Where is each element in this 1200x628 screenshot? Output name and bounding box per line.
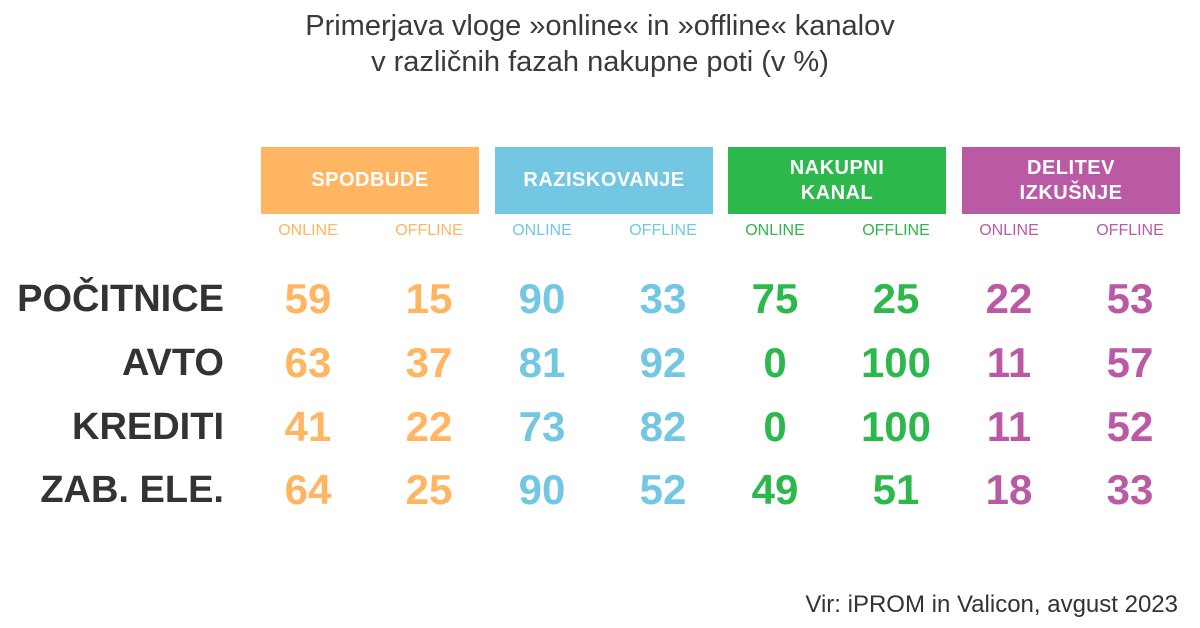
- value-cell: 22: [985, 275, 1033, 322]
- group-header-2: NAKUPNI KANAL: [728, 147, 946, 214]
- subheader-2-offline: OFFLINE: [862, 222, 930, 239]
- subheader-1-offline: OFFLINE: [629, 222, 697, 239]
- row-label-2: KREDITI: [72, 406, 224, 448]
- subheader-2-online: ONLINE: [745, 222, 805, 239]
- value-cell: 11: [986, 403, 1032, 450]
- value-cell: 18: [985, 466, 1033, 513]
- source-note: Vir: iPROM in Valicon, avgust 2023: [805, 591, 1178, 618]
- row-label-1: AVTO: [121, 342, 224, 384]
- value-cell: 41: [284, 403, 332, 450]
- value-cell: 52: [639, 466, 687, 513]
- chart-title-line-1: Primerjava vloge »online« in »offline« k…: [305, 10, 895, 42]
- row-label-3: ZAB. ELE.: [40, 469, 224, 511]
- value-cell: 25: [872, 275, 920, 322]
- value-cell: 52: [1106, 403, 1154, 450]
- row-label-0: POČITNICE: [17, 278, 224, 320]
- value-cell: 33: [639, 275, 687, 322]
- value-cell: 53: [1106, 275, 1154, 322]
- subheader-0-online: ONLINE: [278, 222, 338, 239]
- value-cell: 92: [639, 339, 687, 386]
- value-cell: 59: [284, 275, 332, 322]
- value-cell: 64: [284, 466, 332, 513]
- chart-title-line-2: v različnih fazah nakupne poti (v %): [371, 46, 829, 78]
- value-cell: 51: [872, 466, 920, 513]
- value-cell: 22: [405, 403, 453, 450]
- value-cell: 0: [763, 339, 787, 386]
- value-cell: 15: [405, 275, 453, 322]
- subheader-1-online: ONLINE: [512, 222, 572, 239]
- value-cell: 73: [518, 403, 566, 450]
- value-cell: 57: [1106, 339, 1154, 386]
- value-cell: 37: [405, 339, 453, 386]
- subheader-3-offline: OFFLINE: [1096, 222, 1164, 239]
- group-header-3: DELITEV IZKUŠNJE: [962, 147, 1180, 214]
- value-cell: 63: [284, 339, 332, 386]
- chart-title: Primerjava vloge »online« in »offline« k…: [0, 8, 1200, 80]
- value-cell: 33: [1106, 466, 1154, 513]
- value-cell: 90: [518, 466, 566, 513]
- group-header-0: SPODBUDE: [261, 147, 479, 214]
- value-cell: 90: [518, 275, 566, 322]
- value-cell: 11: [986, 339, 1032, 386]
- value-cell: 100: [860, 403, 932, 450]
- subheader-3-online: ONLINE: [979, 222, 1039, 239]
- group-header-1: RAZISKOVANJE: [495, 147, 713, 214]
- value-cell: 81: [518, 339, 566, 386]
- value-cell: 100: [860, 339, 932, 386]
- value-cell: 0: [763, 403, 787, 450]
- value-cell: 25: [405, 466, 453, 513]
- value-cell: 49: [751, 466, 799, 513]
- value-cell: 82: [639, 403, 687, 450]
- value-cell: 75: [751, 275, 799, 322]
- subheader-0-offline: OFFLINE: [395, 222, 463, 239]
